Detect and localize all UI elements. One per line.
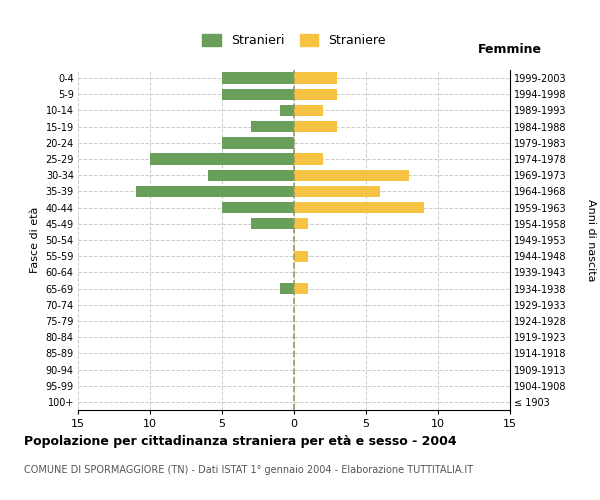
Bar — [294, 218, 308, 230]
Bar — [294, 121, 337, 132]
Bar — [294, 250, 308, 262]
Bar — [294, 202, 424, 213]
Bar — [251, 218, 294, 230]
Y-axis label: Anni di nascita: Anni di nascita — [586, 198, 596, 281]
Bar — [294, 72, 337, 84]
Bar — [150, 154, 294, 164]
Bar — [136, 186, 294, 197]
Bar — [294, 186, 380, 197]
Bar — [280, 283, 294, 294]
Legend: Stranieri, Straniere: Stranieri, Straniere — [197, 28, 391, 52]
Bar — [222, 137, 294, 148]
Bar — [280, 105, 294, 116]
Bar — [208, 170, 294, 181]
Text: Popolazione per cittadinanza straniera per età e sesso - 2004: Popolazione per cittadinanza straniera p… — [24, 435, 457, 448]
Bar — [222, 72, 294, 84]
Y-axis label: Fasce di età: Fasce di età — [30, 207, 40, 273]
Bar — [294, 154, 323, 164]
Bar — [222, 88, 294, 100]
Text: Femmine: Femmine — [478, 44, 542, 57]
Bar — [294, 105, 323, 116]
Bar — [294, 88, 337, 100]
Bar — [251, 121, 294, 132]
Bar — [294, 283, 308, 294]
Bar — [222, 202, 294, 213]
Bar — [294, 170, 409, 181]
Text: COMUNE DI SPORMAGGIORE (TN) - Dati ISTAT 1° gennaio 2004 - Elaborazione TUTTITAL: COMUNE DI SPORMAGGIORE (TN) - Dati ISTAT… — [24, 465, 473, 475]
